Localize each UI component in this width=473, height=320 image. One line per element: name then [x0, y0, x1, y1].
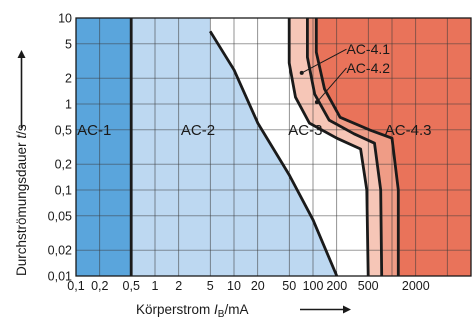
x-tick-label: 500: [358, 279, 379, 293]
y-tick-label: 0,2: [55, 158, 72, 172]
x-axis-title-var: I: [214, 302, 218, 317]
y-tick-label: 5: [65, 37, 72, 51]
y-axis-title-suffix: /s: [14, 124, 29, 135]
x-tick-label: 10: [227, 279, 241, 293]
zone-label: AC-4.3: [385, 122, 432, 139]
y-tick-label: 0,1: [55, 184, 72, 198]
x-tick-label: 2: [175, 279, 182, 293]
x-axis-title-suffix: /mA: [224, 302, 248, 317]
svg-text:Körperstrom IB/mA: Körperstrom IB/mA: [136, 302, 248, 320]
x-tick-label: 200: [326, 279, 347, 293]
annotation-dot: [299, 70, 304, 75]
x-tick-label: 100: [303, 279, 324, 293]
zone-ac-1-fill: [76, 18, 132, 276]
plot-frame: [75, 17, 472, 277]
x-axis-title-prefix: Körperstrom: [136, 302, 214, 317]
x-tick-label: 50: [282, 279, 296, 293]
annotation-dot: [314, 100, 319, 105]
y-tick-label: 0,02: [48, 244, 72, 258]
y-tick-label: 0,5: [55, 123, 72, 137]
y-tick-label: 0,05: [48, 209, 72, 223]
zone-label: AC-1: [77, 122, 111, 139]
x-tick-label: 5: [207, 279, 214, 293]
annotation-leader: [301, 48, 347, 74]
y-axis-title-var: t: [14, 134, 29, 139]
x-tick-label: 0,1: [67, 279, 84, 293]
zone-label: AC-3: [288, 122, 322, 139]
y-axis-title-prefix: Durchströmungsdauer: [14, 139, 29, 276]
x-axis-title-sub: B: [218, 309, 225, 320]
y-tick-label: 0,01: [48, 270, 72, 284]
y-axis-title: Durchströmungsdauer t/s: [14, 50, 29, 276]
x-tick-label: 0,2: [91, 279, 108, 293]
x-tick-label: 1: [152, 279, 159, 293]
x-tick-label: 2000: [402, 279, 430, 293]
annotations: AC-4.1 AC-4.2: [299, 41, 390, 105]
boundary-c1: [287, 18, 370, 277]
x-tick-label: 20: [251, 279, 265, 293]
svg-text:Durchströmungsdauer t/s: Durchströmungsdauer t/s: [14, 124, 29, 276]
annotation-label: AC-4.2: [346, 60, 390, 76]
y-tick-label: 1: [65, 98, 72, 112]
annotation-leader: [316, 67, 347, 103]
annotation-label: AC-4.1: [346, 41, 390, 57]
y-tick-label: 2: [65, 72, 72, 86]
y-tick-label: 10: [58, 12, 72, 26]
tick-labels: 0,1 0,2 0,5 1 2 5 10 20 50 100 200 500 2000 10 5 2 1 0,5 0…: [48, 12, 430, 294]
x-axis-title: Körperstrom IB/mA: [136, 302, 351, 320]
boundary-curves: [129, 18, 400, 277]
boundary-c3: [314, 18, 400, 276]
zone-labels: AC-1 AC-2 AC-3 AC-4.3: [77, 122, 431, 139]
boundary-b: [209, 30, 339, 277]
x-tick-label: 0,5: [123, 279, 140, 293]
zone-label: AC-2: [181, 122, 215, 139]
boundary-c2: [305, 18, 384, 277]
